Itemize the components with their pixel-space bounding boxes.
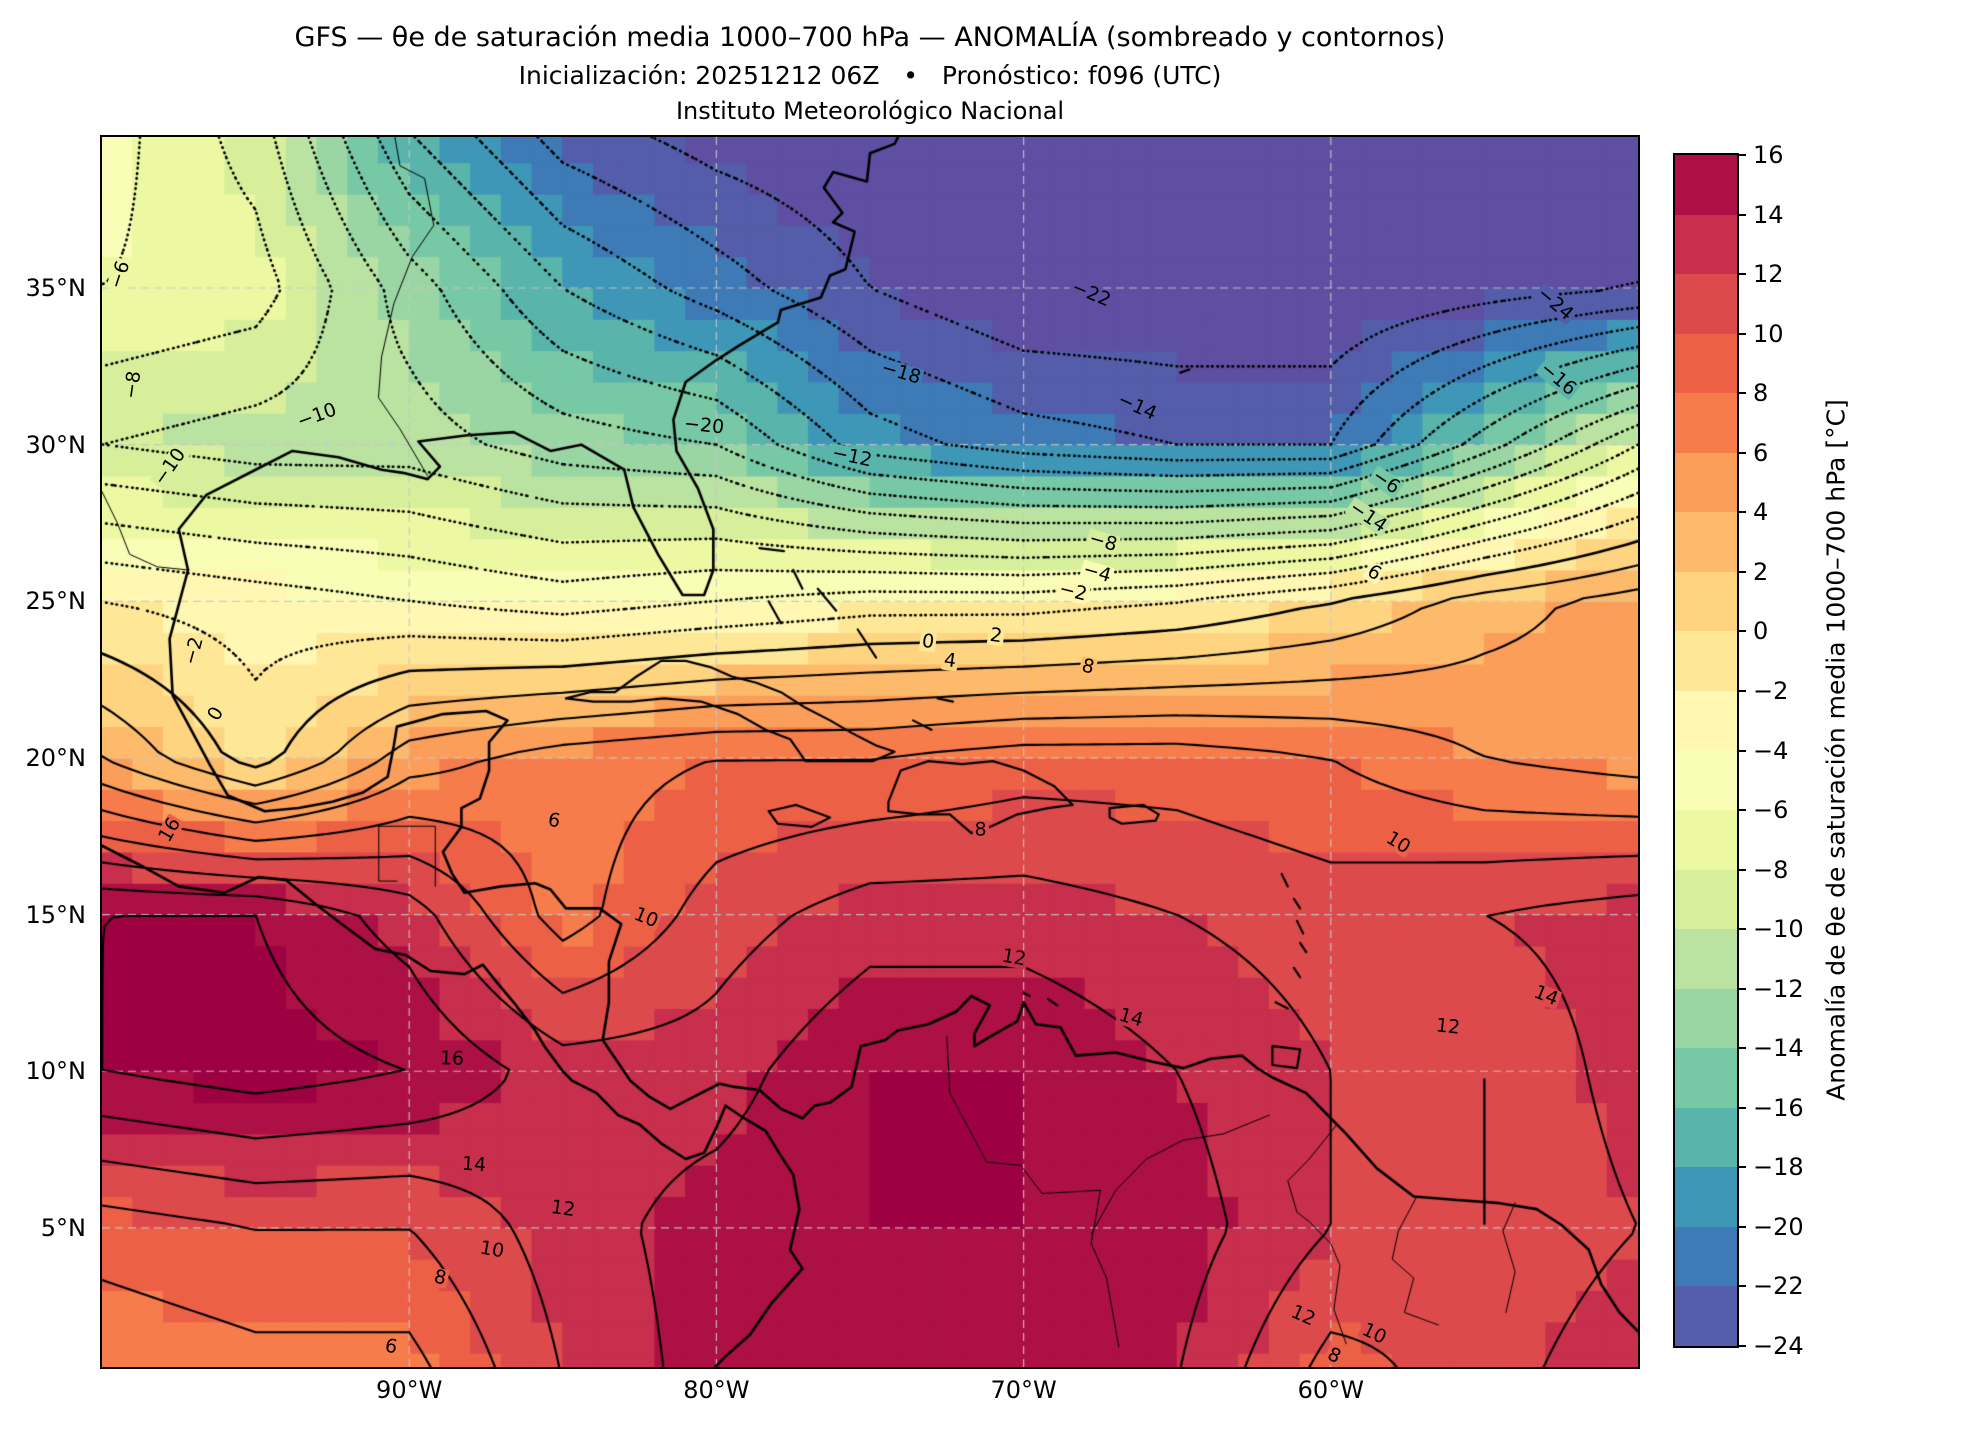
colorbar-bin [1675,155,1737,215]
colorbar-bin [1675,214,1737,275]
colorbar-tick-label: −2 [1753,676,1789,705]
colorbar-bin [1675,631,1737,691]
colorbar-tick-label: 2 [1753,557,1769,586]
colorbar-bin [1675,988,1737,1049]
colorbar-bins [1675,155,1737,1346]
contour-map-canvas [102,137,1638,1367]
colorbar-tick-label: −24 [1753,1332,1804,1360]
x-tick-label: 90°W [376,1376,443,1404]
colorbar-bin [1675,1226,1737,1287]
colorbar-bin [1675,929,1737,989]
colorbar-tick-mark [1737,154,1746,156]
colorbar-tick-label: 10 [1753,319,1784,348]
colorbar-tick-mark [1737,511,1746,514]
colorbar-tick-label: −22 [1753,1272,1804,1301]
y-tick-label: 20°N [25,743,87,772]
colorbar-bin [1675,393,1737,453]
colorbar-tick-mark [1737,928,1746,931]
colorbar-tick-label: −10 [1753,915,1804,944]
colorbar-tick-mark [1737,1285,1746,1288]
colorbar-tick-label: 6 [1753,438,1769,467]
colorbar-tick-label: −16 [1753,1093,1804,1122]
colorbar-tick-mark [1737,273,1746,276]
colorbar-bin [1675,512,1737,572]
colorbar-tick-label: −20 [1753,1212,1804,1241]
colorbar-tick-mark [1737,392,1746,395]
colorbar-tick-label: −6 [1753,796,1789,825]
colorbar-tick-mark [1737,332,1746,335]
map-plot-area: −6 −8 −10 −10 −12 −18 −20 −22 −14 −14 −16 −24 −6 −8 −4… [100,135,1640,1369]
colorbar-tick-mark [1737,570,1746,573]
colorbar-tick-mark [1737,987,1746,990]
colorbar-tick-label: 16 [1753,141,1784,169]
colorbar-bin [1675,1107,1737,1168]
colorbar-bin [1675,1048,1737,1108]
colorbar-bin [1675,274,1737,334]
colorbar-tick-label: 14 [1753,200,1784,229]
x-tick-label: 80°W [683,1376,750,1404]
colorbar-tick-label: 4 [1753,498,1769,527]
colorbar-tick-label: −8 [1753,855,1789,884]
colorbar-tick-label: 0 [1753,617,1769,646]
colorbar-bin [1675,452,1737,513]
colorbar-label: Anomalía de θe de saturación media 1000–… [1821,399,1851,1101]
chart-subtitle: Inicialización: 20251212 06Z • Pronóstic… [518,61,1222,90]
colorbar-tick-mark [1737,689,1746,692]
colorbar [1673,153,1739,1348]
y-tick-label: 5°N [40,1213,86,1242]
y-tick-label: 30°N [25,430,87,459]
colorbar-tick-mark [1737,213,1746,216]
y-tick-label: 25°N [25,587,87,616]
colorbar-bin [1675,750,1737,811]
colorbar-bin [1675,571,1737,632]
chart-title: GFS — θe de saturación media 1000–700 hP… [294,22,1446,53]
colorbar-tick-label: −4 [1753,736,1789,765]
y-tick-label: 15°N [25,900,87,929]
colorbar-tick-mark [1737,868,1746,871]
colorbar-tick-label: −12 [1753,974,1804,1003]
colorbar-tick-mark [1737,1106,1746,1109]
colorbar-tick-mark [1737,1047,1746,1050]
y-tick-label: 10°N [25,1057,87,1086]
x-tick-label: 60°W [1297,1376,1364,1404]
colorbar-tick-label: −14 [1753,1034,1804,1063]
colorbar-bin [1675,1167,1737,1227]
x-tick-label: 70°W [990,1376,1057,1404]
colorbar-tick-label: 12 [1753,260,1784,289]
colorbar-tick-mark [1737,630,1746,633]
colorbar-tick-mark [1737,1345,1746,1347]
colorbar-tick-label: −18 [1753,1153,1804,1182]
colorbar-tick-mark [1737,1166,1746,1169]
colorbar-tick-mark [1737,809,1746,812]
colorbar-bin [1675,1286,1737,1346]
colorbar-tick-mark [1737,1225,1746,1228]
colorbar-tick-mark [1737,451,1746,454]
colorbar-tick-label: 8 [1753,379,1769,408]
chart-institution: Instituto Meteorológico Nacional [675,97,1065,125]
colorbar-tick-mark [1737,749,1746,752]
colorbar-bin [1675,690,1737,751]
colorbar-bin [1675,810,1737,870]
colorbar-bin [1675,333,1737,394]
y-tick-label: 35°N [25,274,87,302]
colorbar-bin [1675,869,1737,930]
